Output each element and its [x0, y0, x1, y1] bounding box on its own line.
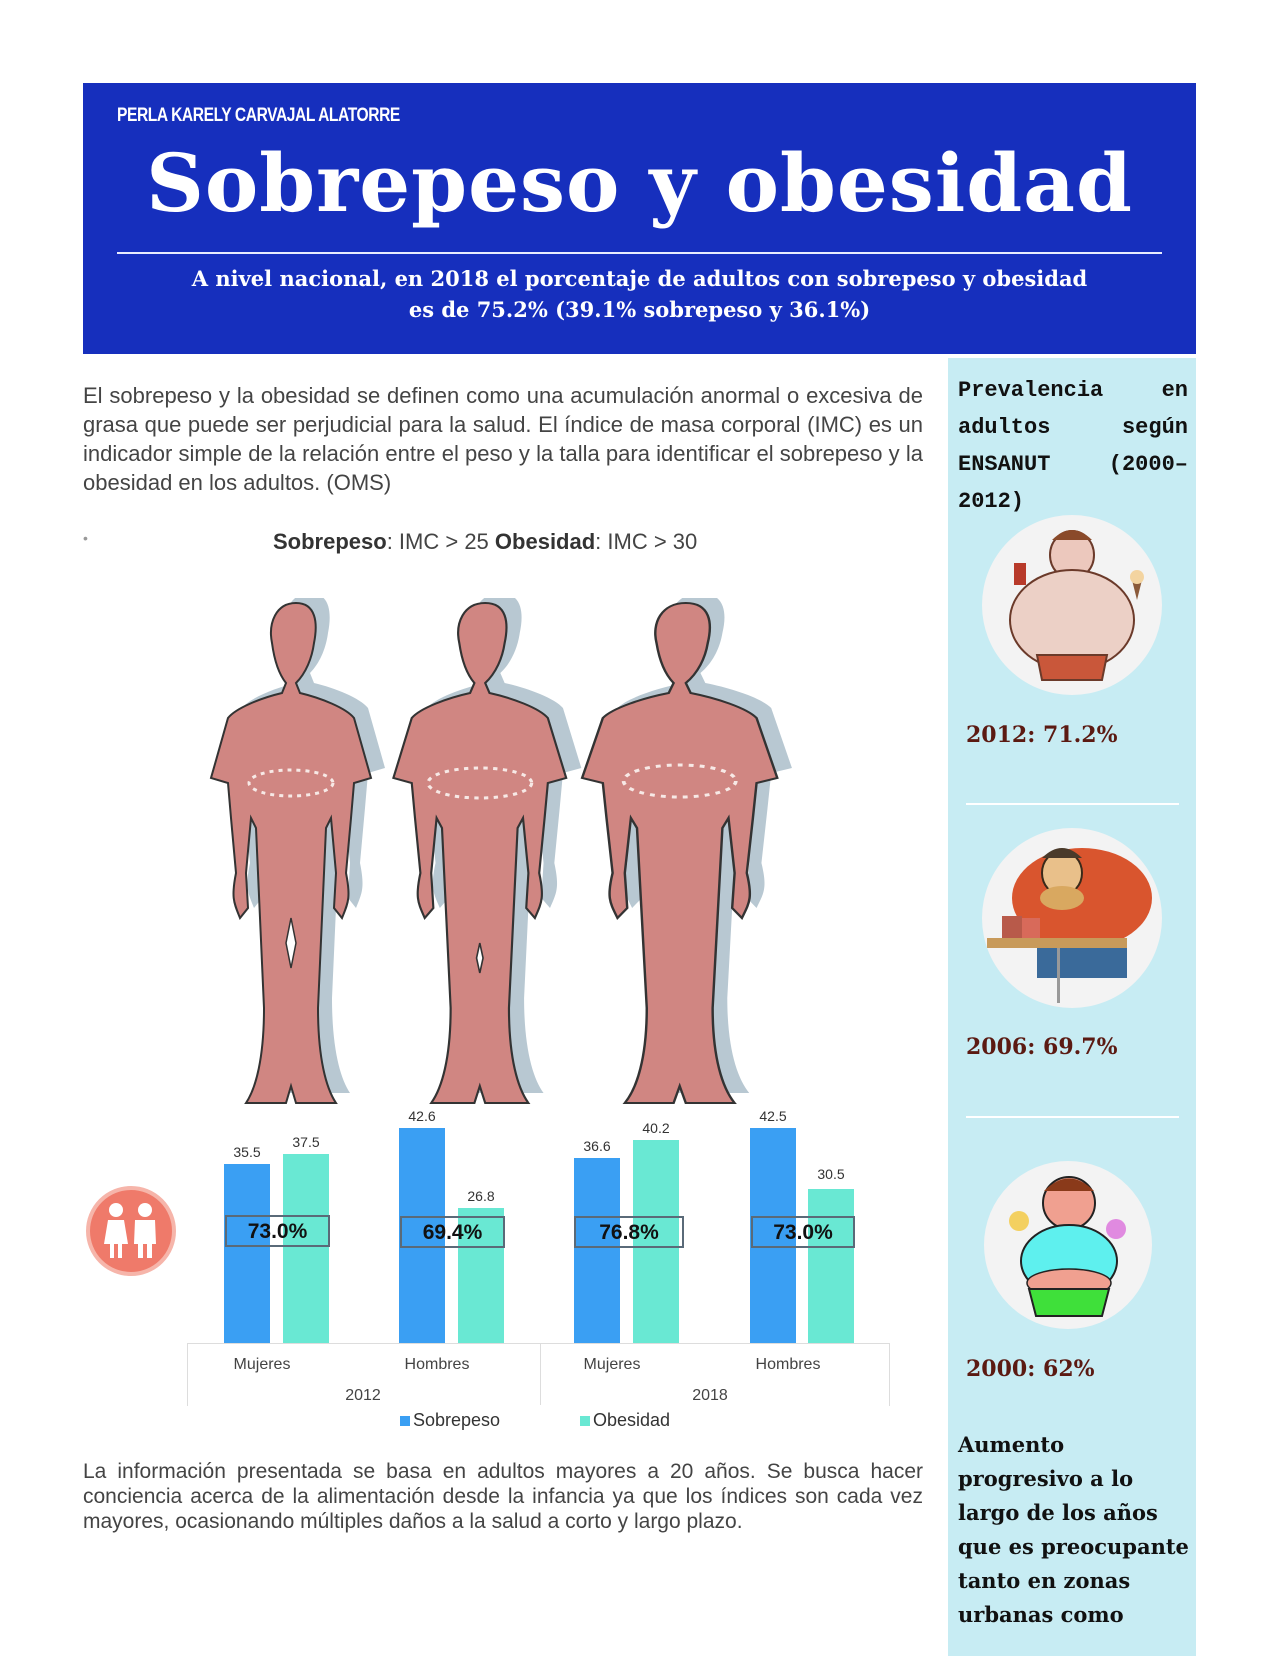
category-label: Mujeres	[583, 1356, 641, 1373]
subtitle-line-1: A nivel nacional, en 2018 el porcentaje …	[191, 266, 1088, 291]
bar-sobrepeso-hombres-2018	[750, 1128, 796, 1343]
header-divider	[117, 252, 1162, 254]
bar-obesidad-hombres-2018	[808, 1189, 854, 1343]
bar-area: 35.5 37.5 73.0% 42.6 26.8 69.4% 36.6 40.…	[180, 1100, 900, 1343]
prevalence-2012: 2012: 71.2%	[966, 722, 1118, 748]
total-label: 73.0%	[751, 1216, 855, 1248]
people-icon	[86, 1186, 176, 1276]
bar-obesidad-hombres-2012	[458, 1208, 504, 1343]
legend-label-obesidad: Obesidad	[593, 1410, 671, 1430]
category-label: Hombres	[404, 1356, 470, 1373]
sidebar-divider	[966, 1116, 1179, 1118]
header-banner: PERLA KARELY CARVAJAL ALATORRE Sobrepeso…	[83, 83, 1196, 354]
category-label: Hombres	[755, 1356, 821, 1373]
group-label-2012: 2012	[345, 1387, 381, 1404]
bar-obesidad-mujeres-2018	[633, 1140, 679, 1343]
legend-label-sobrepeso: Sobrepeso	[413, 1410, 501, 1430]
prevalence-2000: 2000: 62%	[966, 1356, 1095, 1382]
intro-paragraph: El sobrepeso y la obesidad se definen co…	[83, 383, 923, 495]
chart-legend: Sobrepeso Obesidad	[400, 1410, 800, 1434]
bmi-value-overweight: : IMC > 25	[386, 529, 495, 554]
bmi-label-overweight: Sobrepeso	[273, 529, 387, 554]
bar-chart: 35.5 37.5 73.0% 42.6 26.8 69.4% 36.6 40.…	[180, 1100, 900, 1440]
sidebar-title: Prevalencia en adultos según ENSANUT (20…	[958, 378, 1188, 514]
obese-boy-icecream-image	[984, 1161, 1152, 1329]
obese-man-icecream-image	[982, 515, 1162, 695]
value-label: 26.8	[467, 1188, 495, 1204]
category-label: Mujeres	[233, 1356, 291, 1373]
bar-sobrepeso-hombres-2012	[399, 1128, 445, 1343]
prevalence-2006: 2006: 69.7%	[966, 1034, 1118, 1060]
value-label: 36.6	[583, 1138, 611, 1154]
value-label: 37.5	[292, 1134, 320, 1150]
total-label: 69.4%	[400, 1216, 505, 1248]
x-axis-divider	[540, 1343, 541, 1405]
subtitle-line-2: es de 75.2% (39.1% sobrepeso y 36.1%)	[408, 297, 871, 322]
value-label: 40.2	[642, 1120, 670, 1136]
total-label: 73.0%	[225, 1215, 330, 1247]
author-name: PERLA KARELY CARVAJAL ALATORRE	[117, 105, 400, 126]
sidebar-panel: Prevalencia en adultos según ENSANUT (20…	[948, 358, 1196, 1656]
x-axis-frame	[187, 1343, 890, 1406]
value-label: 42.6	[408, 1108, 436, 1124]
legend-swatch-obesidad	[580, 1416, 590, 1426]
value-label: 42.5	[759, 1108, 787, 1124]
total-label: 76.8%	[574, 1216, 684, 1248]
value-label: 35.5	[233, 1144, 261, 1160]
bar-sobrepeso-mujeres-2018	[574, 1158, 620, 1343]
header-subtitle: A nivel nacional, en 2018 el porcentaje …	[103, 263, 1176, 325]
body-silhouettes-illustration	[188, 593, 818, 1110]
value-label: 30.5	[817, 1166, 845, 1182]
bmi-label-obesity: Obesidad	[494, 529, 596, 554]
page-title: Sobrepeso y obesidad	[146, 136, 1133, 230]
obese-man-burgers-image	[982, 828, 1162, 1008]
bar-sobrepeso-mujeres-2012	[224, 1164, 270, 1343]
group-label-2018: 2018	[692, 1387, 728, 1404]
sidebar-divider	[966, 803, 1179, 805]
bullet-icon: •	[83, 530, 88, 546]
closing-paragraph: La información presentada se basa en adu…	[83, 1460, 923, 1533]
bmi-definition: Sobrepeso: IMC > 25 Obesidad: IMC > 30	[273, 529, 697, 555]
bar-obesidad-mujeres-2012	[283, 1154, 329, 1343]
bmi-value-obesity: : IMC > 30	[595, 529, 698, 554]
sidebar-note: Aumento progresivo a lo largo de los año…	[958, 1432, 1189, 1627]
legend-swatch-sobrepeso	[400, 1416, 410, 1426]
